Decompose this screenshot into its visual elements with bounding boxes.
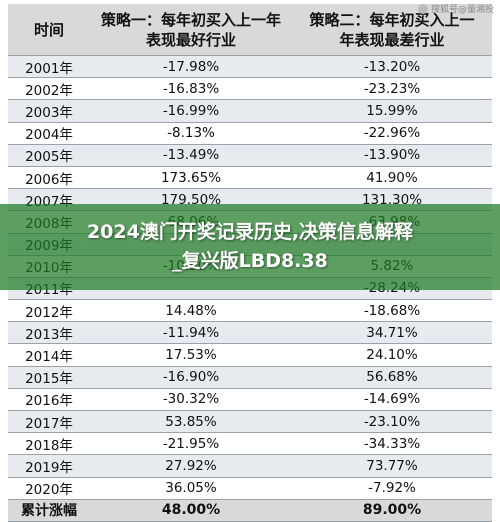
- title-overlay-banner: 2024澳门开奖记录历史,决策信息解释 _复兴版LBD8.38: [0, 204, 500, 290]
- year-cell: 2019年: [8, 454, 90, 478]
- strategy-2-cell: 73.77%: [292, 454, 492, 478]
- strategy-2-cell: -22.96%: [292, 122, 492, 145]
- strategy-2-cell: -13.90%: [292, 144, 492, 167]
- year-cell: 2003年: [8, 99, 90, 123]
- table-row: 2015年 -16.90% 56.68%: [8, 366, 492, 389]
- strategy-1-cell: -8.13%: [90, 122, 292, 145]
- banner-title-line1: 2024澳门开奖记录历史,决策信息解释: [86, 221, 414, 243]
- year-cell: 2006年: [8, 166, 90, 190]
- year-cell: 2004年: [8, 122, 90, 145]
- table-row: 2017年 53.85% -23.10%: [8, 410, 492, 434]
- strategy-1-cell: 173.65%: [90, 166, 292, 190]
- strategy-1-cell: -21.95%: [90, 432, 292, 456]
- strategy-2-cell: 24.10%: [292, 343, 492, 367]
- header-strategy-1-line1: 策略一：每年初买入上一年: [100, 10, 281, 29]
- table-row: 2019年 27.92% 73.77%: [8, 454, 492, 478]
- year-cell: 2013年: [8, 321, 90, 345]
- year-cell: 2017年: [8, 410, 90, 434]
- header-strategy-2-line1: 策略二：每年初买入上一: [309, 10, 475, 29]
- header-time: 时间: [8, 4, 90, 56]
- table-row: 2001年 -17.98% -13.20%: [8, 55, 492, 79]
- year-cell: 2012年: [8, 299, 90, 323]
- year-cell: 2014年: [8, 343, 90, 367]
- strategy-2-cell: -13.20%: [292, 55, 492, 79]
- total-strategy-1-cell: 48.00%: [90, 499, 292, 522]
- table-row: 2018年 -21.95% -34.33%: [8, 432, 492, 456]
- strategy-1-cell: 53.85%: [90, 410, 292, 434]
- header-strategy-1-line2: 表现最好行业: [145, 30, 236, 49]
- total-row: 累计涨幅 48.00% 89.00%: [8, 499, 492, 522]
- strategy-1-cell: -16.99%: [90, 99, 292, 123]
- header-strategy-2: 策略二：每年初买入上一 年表现最差行业: [292, 4, 492, 56]
- strategy-1-cell: -16.83%: [90, 77, 292, 101]
- strategy-1-cell: 36.05%: [90, 477, 292, 500]
- table-header-row: 时间 策略一：每年初买入上一年 表现最好行业 策略二：每年初买入上一 年表现最差…: [8, 4, 492, 56]
- header-strategy-2-line2: 年表现最差行业: [339, 30, 445, 49]
- banner-title-line2: _复兴版LBD8.38: [172, 250, 328, 272]
- table-row: 2012年 14.48% -18.68%: [8, 299, 492, 323]
- year-cell: 2005年: [8, 144, 90, 167]
- table-row: 2004年 -8.13% -22.96%: [8, 122, 492, 145]
- year-cell: 2002年: [8, 77, 90, 101]
- year-cell: 2020年: [8, 477, 90, 500]
- table-row: 2002年 -16.83% -23.23%: [8, 77, 492, 101]
- table-row: 2005年 -13.49% -13.90%: [8, 144, 492, 167]
- header-strategy-1: 策略一：每年初买入上一年 表现最好行业: [90, 4, 292, 56]
- table-row: 2016年 -30.32% -14.69%: [8, 388, 492, 412]
- strategy-2-cell: -23.23%: [292, 77, 492, 101]
- strategy-2-cell: -23.10%: [292, 410, 492, 434]
- strategy-1-cell: -13.49%: [90, 144, 292, 167]
- table-row: 2003年 -16.99% 15.99%: [8, 99, 492, 123]
- total-strategy-2-cell: 89.00%: [292, 499, 492, 522]
- strategy-2-cell: -34.33%: [292, 432, 492, 456]
- table-row: 2014年 17.53% 24.10%: [8, 343, 492, 367]
- strategy-2-cell: -14.69%: [292, 388, 492, 412]
- table-row: 2013年 -11.94% 34.71%: [8, 321, 492, 345]
- year-cell: 2001年: [8, 55, 90, 79]
- strategy-1-cell: -30.32%: [90, 388, 292, 412]
- strategy-1-cell: 14.48%: [90, 299, 292, 323]
- strategy-2-cell: 34.71%: [292, 321, 492, 345]
- strategy-1-cell: -16.90%: [90, 366, 292, 389]
- strategy-1-cell: 27.92%: [90, 454, 292, 478]
- watermark: 搜狐号@量湘投: [417, 2, 494, 15]
- year-cell: 2016年: [8, 388, 90, 412]
- table-row: 2006年 173.65% 41.90%: [8, 166, 492, 190]
- watermark-logo-icon: [417, 3, 428, 14]
- year-cell: 2018年: [8, 432, 90, 456]
- table-row: 2020年 36.05% -7.92%: [8, 477, 492, 500]
- strategy-2-cell: 15.99%: [292, 99, 492, 123]
- strategy-2-cell: 56.68%: [292, 366, 492, 389]
- strategy-1-cell: -11.94%: [90, 321, 292, 345]
- strategy-2-cell: -18.68%: [292, 299, 492, 323]
- strategy-1-cell: -17.98%: [90, 55, 292, 79]
- strategy-1-cell: 17.53%: [90, 343, 292, 367]
- total-label-cell: 累计涨幅: [8, 499, 90, 522]
- year-cell: 2015年: [8, 366, 90, 389]
- strategy-2-cell: -7.92%: [292, 477, 492, 500]
- strategy-2-cell: 41.90%: [292, 166, 492, 190]
- watermark-text: 搜狐号@量湘投: [430, 5, 494, 15]
